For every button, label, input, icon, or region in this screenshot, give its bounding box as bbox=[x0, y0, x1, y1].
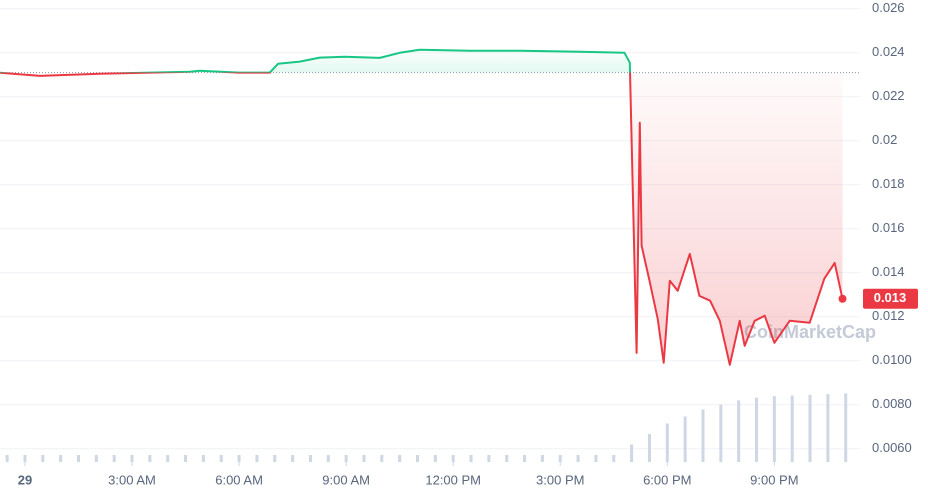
volume-bar bbox=[237, 455, 241, 462]
volume-bar bbox=[5, 455, 9, 462]
volume-bar bbox=[451, 455, 455, 462]
x-tick-label: 3:00 AM bbox=[108, 472, 156, 487]
x-tick-label: 29 bbox=[18, 472, 32, 487]
x-tick-label: 9:00 AM bbox=[322, 472, 370, 487]
y-tick-label: 0.02 bbox=[872, 132, 897, 147]
volume-bar bbox=[540, 455, 544, 462]
volume-bar bbox=[23, 455, 27, 462]
y-tick-label: 0.024 bbox=[872, 44, 905, 59]
volume-bar bbox=[808, 394, 812, 462]
volume-bar bbox=[612, 455, 616, 462]
volume-bar bbox=[380, 455, 384, 462]
volume-bar bbox=[844, 393, 848, 462]
volume-bar bbox=[94, 455, 98, 462]
volume-bar bbox=[719, 404, 723, 462]
volume-bar bbox=[41, 455, 45, 462]
volume-bar bbox=[166, 455, 170, 462]
volume-bar bbox=[326, 455, 330, 462]
volume-bar bbox=[291, 455, 295, 462]
volume-bar bbox=[344, 455, 348, 462]
volume-bar bbox=[77, 455, 81, 462]
volume-bar bbox=[647, 434, 651, 462]
volume-bar bbox=[665, 423, 669, 462]
volume-bar bbox=[130, 455, 134, 462]
volume-bar bbox=[737, 400, 741, 462]
volume-bar bbox=[308, 455, 312, 462]
y-tick-label: 0.026 bbox=[872, 0, 905, 15]
volume-bar bbox=[112, 455, 116, 462]
volume-bar bbox=[826, 394, 830, 462]
volume-bar bbox=[398, 455, 402, 462]
volume-bar bbox=[683, 416, 687, 462]
y-tick-label: 0.022 bbox=[872, 88, 905, 103]
volume-bar bbox=[201, 455, 205, 462]
volume-bar bbox=[594, 455, 598, 462]
volume-bar bbox=[469, 455, 473, 462]
volume-bar bbox=[59, 455, 63, 462]
price-badge bbox=[863, 288, 918, 309]
volume-bar bbox=[416, 455, 420, 462]
x-tick-label: 6:00 PM bbox=[643, 472, 691, 487]
volume-bar bbox=[362, 455, 366, 462]
volume-bar bbox=[505, 455, 509, 462]
volume-bar bbox=[184, 455, 188, 462]
volume-bar bbox=[558, 455, 562, 462]
volume-bar bbox=[219, 455, 223, 462]
y-tick-label: 0.0080 bbox=[872, 396, 912, 411]
y-tick-label: 0.018 bbox=[872, 176, 905, 191]
volume-bar bbox=[701, 409, 705, 462]
x-tick-label: 9:00 PM bbox=[750, 472, 798, 487]
volume-bar bbox=[790, 395, 794, 462]
y-tick-label: 0.0100 bbox=[872, 352, 912, 367]
y-tick-label: 0.012 bbox=[872, 308, 905, 323]
volume-bar bbox=[630, 444, 634, 462]
volume-bar bbox=[273, 455, 277, 462]
volume-bar bbox=[433, 455, 437, 462]
volume-bar bbox=[772, 396, 776, 462]
x-tick-label: 3:00 PM bbox=[536, 472, 584, 487]
last-point bbox=[838, 294, 847, 303]
price-line bbox=[0, 48, 844, 366]
volume-bar bbox=[576, 455, 580, 462]
watermark: CoinMarketCap bbox=[744, 322, 876, 342]
y-tick-label: 0.014 bbox=[872, 264, 905, 279]
x-tick-label: 12:00 PM bbox=[425, 472, 481, 487]
y-tick-label: 0.0060 bbox=[872, 440, 912, 455]
volume-bar bbox=[148, 455, 152, 462]
price-badge-label: 0.013 bbox=[874, 290, 907, 305]
volume-bar bbox=[523, 455, 527, 462]
y-tick-label: 0.016 bbox=[872, 220, 905, 235]
volume-bar bbox=[255, 455, 259, 462]
volume-bar bbox=[755, 397, 759, 462]
volume-bar bbox=[487, 455, 491, 462]
x-tick-label: 6:00 AM bbox=[215, 472, 263, 487]
